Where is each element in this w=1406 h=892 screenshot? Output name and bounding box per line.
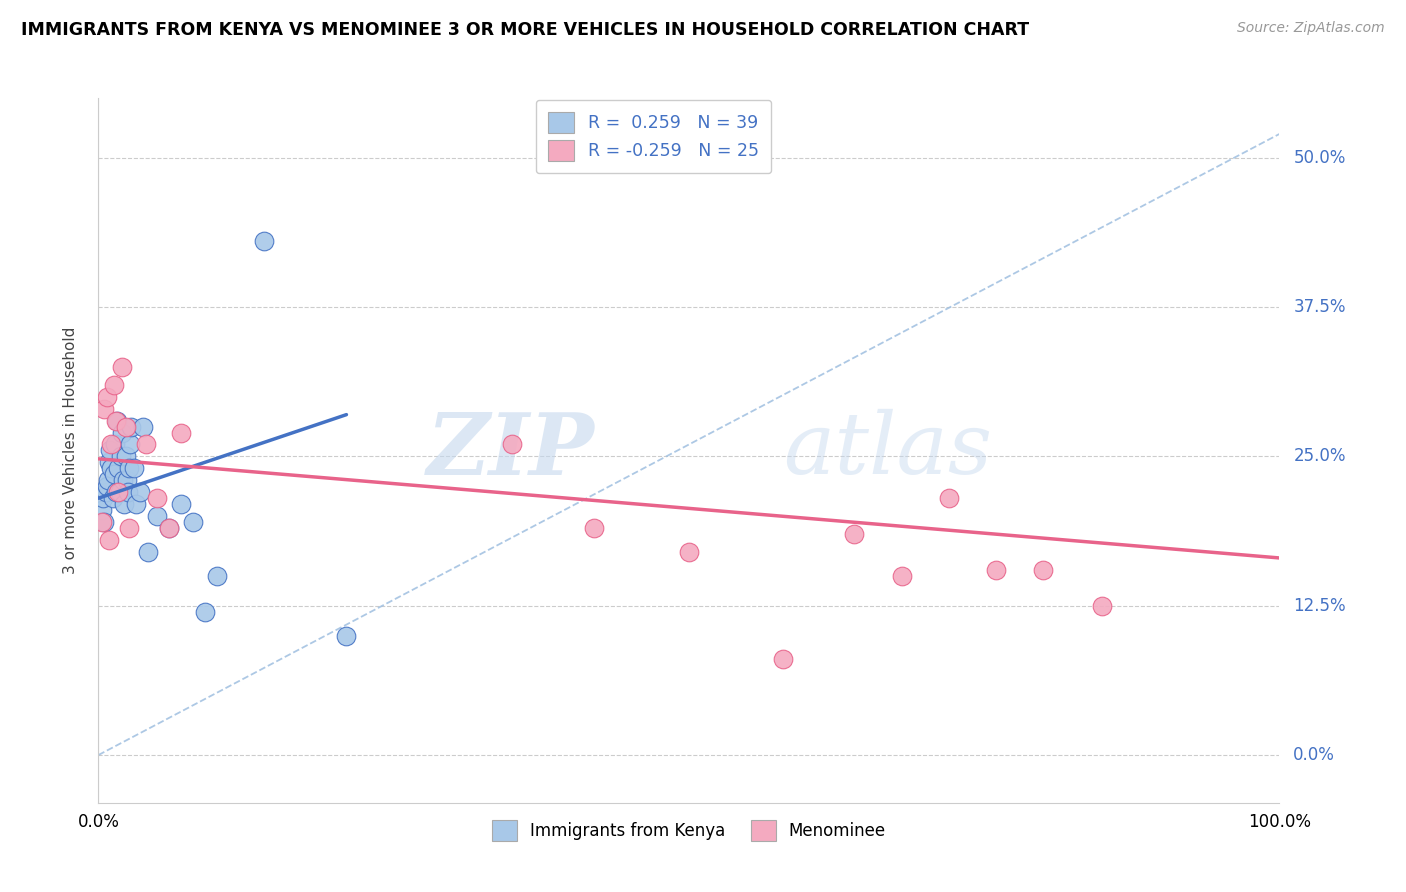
Point — [91, 503, 114, 517]
Point — [938, 491, 960, 506]
Point — [93, 401, 115, 416]
Point — [122, 461, 145, 475]
Point — [1091, 599, 1114, 613]
Text: 12.5%: 12.5% — [1294, 597, 1346, 615]
Point — [890, 569, 912, 583]
Point — [94, 485, 117, 500]
Point — [112, 473, 135, 487]
Point — [170, 497, 193, 511]
Text: 0.0%: 0.0% — [1294, 746, 1336, 764]
Point — [104, 437, 127, 451]
Text: 37.5%: 37.5% — [1294, 298, 1346, 316]
Point — [114, 450, 136, 464]
Text: Source: ZipAtlas.com: Source: ZipAtlas.com — [1237, 21, 1385, 35]
Point — [157, 521, 180, 535]
Point — [114, 419, 136, 434]
Text: atlas: atlas — [783, 409, 993, 491]
Point — [96, 479, 118, 493]
Point — [105, 485, 128, 500]
Point — [501, 437, 523, 451]
Point — [103, 467, 125, 482]
Point — [107, 485, 129, 500]
Point — [98, 455, 121, 469]
Point — [110, 450, 132, 464]
Point — [97, 473, 120, 487]
Point — [194, 605, 217, 619]
Point — [146, 491, 169, 506]
Point — [125, 497, 148, 511]
Point — [1032, 563, 1054, 577]
Point — [98, 533, 121, 547]
Point — [117, 485, 139, 500]
Point — [844, 527, 866, 541]
Point — [91, 491, 114, 506]
Point — [103, 377, 125, 392]
Point — [105, 414, 128, 428]
Point — [205, 569, 228, 583]
Point — [128, 485, 150, 500]
Point — [118, 461, 141, 475]
Legend: Immigrants from Kenya, Menominee: Immigrants from Kenya, Menominee — [485, 814, 893, 847]
Point — [121, 419, 143, 434]
Point — [678, 545, 700, 559]
Point — [98, 443, 121, 458]
Text: 50.0%: 50.0% — [1294, 149, 1346, 167]
Text: IMMIGRANTS FROM KENYA VS MENOMINEE 3 OR MORE VEHICLES IN HOUSEHOLD CORRELATION C: IMMIGRANTS FROM KENYA VS MENOMINEE 3 OR … — [21, 21, 1029, 38]
Point — [101, 491, 124, 506]
Point — [157, 521, 180, 535]
Point — [112, 497, 135, 511]
Point — [118, 521, 141, 535]
Point — [111, 425, 134, 440]
Point — [984, 563, 1007, 577]
Point — [105, 414, 128, 428]
Point — [100, 437, 122, 451]
Y-axis label: 3 or more Vehicles in Household: 3 or more Vehicles in Household — [63, 326, 77, 574]
Point — [93, 515, 115, 529]
Text: ZIP: ZIP — [426, 409, 595, 492]
Point — [100, 461, 122, 475]
Point — [583, 521, 606, 535]
Point — [135, 437, 157, 451]
Point — [111, 359, 134, 374]
Point — [146, 509, 169, 524]
Point — [253, 235, 276, 249]
Text: 25.0%: 25.0% — [1294, 448, 1346, 466]
Point — [136, 545, 159, 559]
Point — [107, 461, 129, 475]
Point — [120, 437, 142, 451]
Point — [170, 425, 193, 440]
Point — [335, 629, 357, 643]
Point — [132, 419, 155, 434]
Point — [115, 473, 138, 487]
Point — [181, 515, 204, 529]
Point — [96, 390, 118, 404]
Point — [108, 485, 131, 500]
Point — [772, 652, 794, 666]
Point — [91, 515, 114, 529]
